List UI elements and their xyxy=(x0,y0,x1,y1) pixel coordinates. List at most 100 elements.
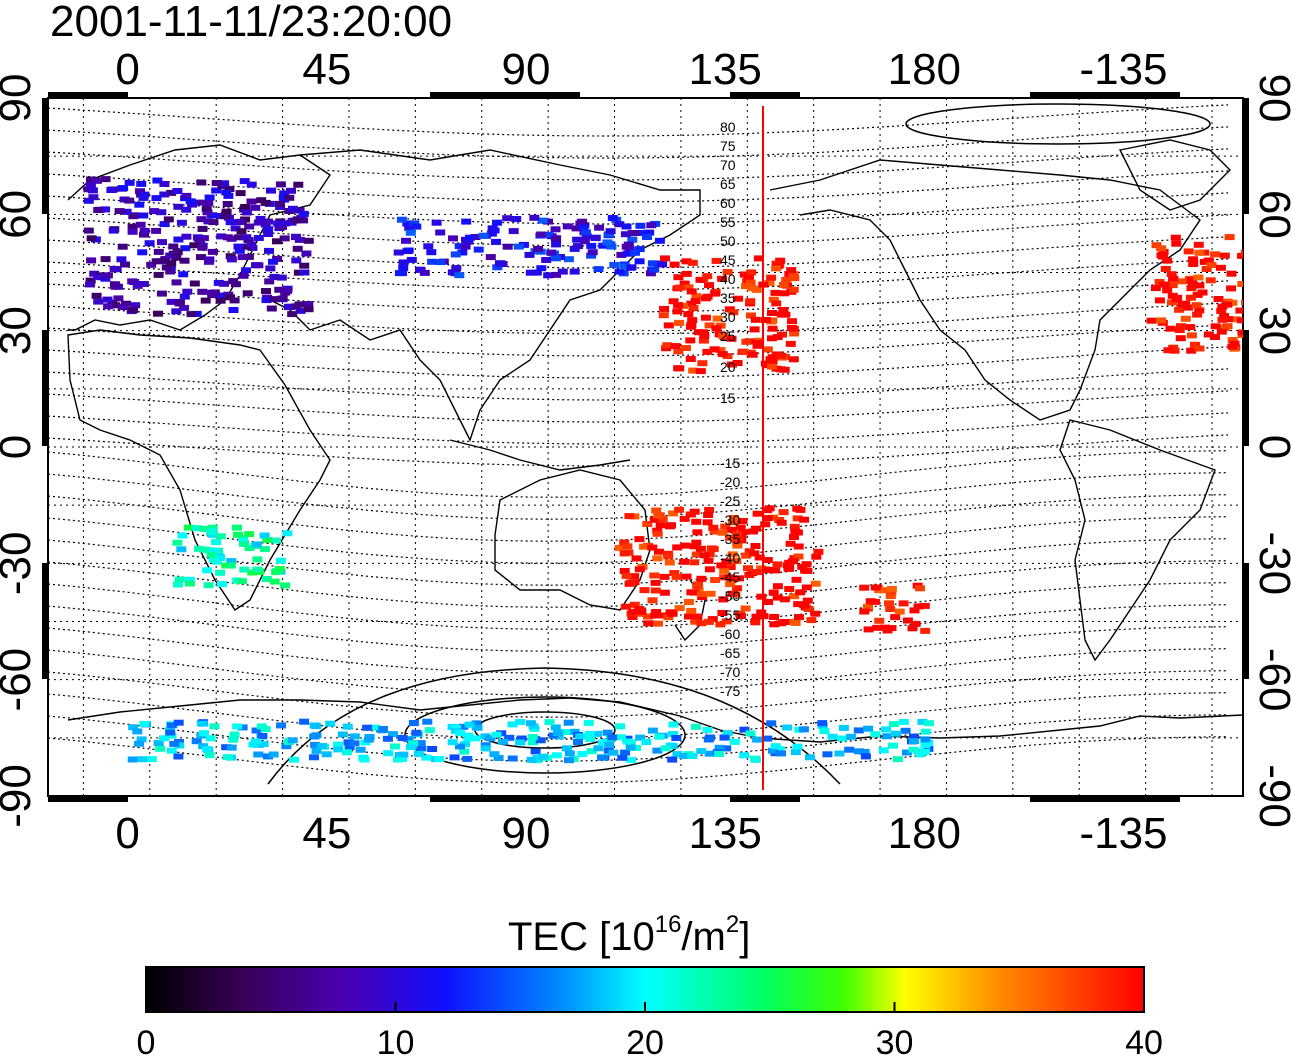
tec-pixel xyxy=(715,621,726,628)
tec-pixel xyxy=(788,558,798,565)
tec-pixel xyxy=(1210,334,1220,340)
tec-pixel xyxy=(1188,256,1198,263)
tec-pixel xyxy=(179,293,190,300)
tec-pixel xyxy=(1176,278,1187,285)
tec-pixel xyxy=(543,272,554,279)
tec-pixel xyxy=(169,740,180,747)
tec-pixel xyxy=(625,744,636,751)
tec-pixel xyxy=(258,741,269,748)
tec-pixel xyxy=(1162,287,1173,294)
tec-pixel xyxy=(343,739,354,746)
tec-pixel xyxy=(1252,271,1262,277)
tec-pixel xyxy=(229,731,240,738)
tec-pixel xyxy=(1197,289,1208,296)
tec-pixel xyxy=(750,316,761,323)
tec-pixel xyxy=(691,518,702,525)
tec-pixel xyxy=(1171,296,1182,303)
tec-pixel xyxy=(238,272,249,279)
tec-pixel xyxy=(762,557,773,563)
tec-pixel xyxy=(86,176,96,183)
tec-pixel xyxy=(732,542,743,549)
tec-pixel xyxy=(275,557,286,564)
tec-pixel xyxy=(869,598,880,605)
tec-pixel xyxy=(1210,251,1221,258)
tec-pixel xyxy=(85,182,96,188)
tec-pixel xyxy=(184,580,195,587)
tec-pixel xyxy=(703,512,714,518)
tec-pixel xyxy=(779,366,790,373)
tec-pixel xyxy=(156,290,167,297)
tec-pixel xyxy=(659,589,670,596)
tec-pixel xyxy=(668,721,679,728)
tec-pixel xyxy=(1270,260,1280,266)
tec-pixel xyxy=(766,274,777,281)
tec-pixel xyxy=(550,226,561,233)
tec-pixel xyxy=(696,620,707,627)
tec-pixel xyxy=(130,302,141,309)
tec-pixel xyxy=(691,293,702,300)
tec-pixel xyxy=(491,731,502,738)
tec-pixel xyxy=(747,528,758,535)
tec-pixel xyxy=(333,746,344,753)
tec-pixel xyxy=(784,586,795,592)
tec-pixel xyxy=(194,199,205,206)
figure-title: 2001-11-11/23:20:00 xyxy=(50,0,452,46)
tec-pixel xyxy=(598,242,609,249)
tec-pixel xyxy=(768,296,779,303)
bottom-lon-tick-label: 135 xyxy=(688,809,761,858)
tec-pixel xyxy=(622,543,633,550)
tec-pixel xyxy=(275,204,286,210)
tec-pixel xyxy=(878,747,889,754)
tec-pixel xyxy=(268,751,279,758)
tec-pixel xyxy=(605,228,616,235)
tec-pixel xyxy=(222,234,233,241)
contour-label-north: 55 xyxy=(720,214,736,230)
tec-pixel xyxy=(689,543,700,550)
tec-pixel xyxy=(415,740,426,747)
tec-pixel xyxy=(651,609,662,615)
tec-pixel xyxy=(261,297,272,304)
tec-pixel xyxy=(619,550,630,557)
tec-pixel xyxy=(769,614,780,620)
tec-pixel xyxy=(819,728,830,735)
tec-pixel xyxy=(674,319,685,326)
tec-pixel xyxy=(531,269,542,276)
tec-pixel xyxy=(1167,292,1178,299)
tec-pixel xyxy=(333,741,344,748)
tec-pixel xyxy=(121,208,132,215)
tec-pixel xyxy=(734,575,744,582)
tec-pixel xyxy=(211,187,222,194)
tec-pixel xyxy=(650,587,661,594)
tec-pixel xyxy=(572,236,583,243)
contour-label-south: -70 xyxy=(720,664,740,680)
tec-pixel xyxy=(1277,247,1287,253)
tec-pixel xyxy=(550,724,561,731)
tec-pixel xyxy=(171,308,182,315)
tec-pixel xyxy=(229,297,240,304)
tec-pixel xyxy=(208,219,219,226)
tec-pixel xyxy=(749,755,760,762)
europe-coast xyxy=(67,144,331,331)
tec-pixel xyxy=(788,286,799,293)
tec-pixel xyxy=(277,295,288,302)
colorbar-tick-label: 20 xyxy=(626,1024,664,1057)
tec-pixel xyxy=(1244,283,1254,289)
tec-pixel xyxy=(276,722,287,729)
tec-pixel xyxy=(472,724,483,731)
tec-pixel xyxy=(1168,275,1179,282)
tec-pixel xyxy=(684,613,694,620)
right-lat-tick-label: -90 xyxy=(1250,764,1292,828)
tec-pixel xyxy=(752,510,763,517)
tec-pixel xyxy=(909,733,919,740)
tec-pixel xyxy=(756,609,767,616)
tec-pixel xyxy=(762,346,773,353)
tec-pixel xyxy=(853,748,864,755)
tec-pixel xyxy=(246,241,256,248)
tec-pixel xyxy=(699,332,710,339)
tec-pixel xyxy=(136,736,147,743)
tec-pixel xyxy=(271,569,282,576)
tec-pixel xyxy=(215,533,226,540)
tec-pixel xyxy=(647,544,658,551)
tec-pixel xyxy=(139,231,149,238)
tec-pixel xyxy=(1205,277,1216,284)
